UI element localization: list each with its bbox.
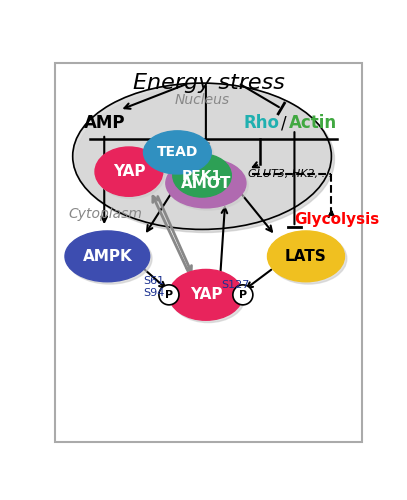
Ellipse shape [267, 231, 344, 282]
Ellipse shape [270, 233, 347, 284]
Text: Nucleus: Nucleus [175, 93, 230, 107]
Text: Rho: Rho [244, 114, 280, 132]
Ellipse shape [65, 231, 150, 282]
Ellipse shape [173, 154, 231, 197]
Text: P: P [239, 290, 247, 300]
Text: YAP: YAP [113, 164, 145, 179]
Ellipse shape [171, 272, 245, 322]
Text: Actin: Actin [289, 114, 337, 132]
Text: Cytoplasm: Cytoplasm [69, 207, 143, 221]
Text: AMOT: AMOT [181, 176, 231, 190]
Ellipse shape [73, 83, 331, 230]
Text: AMPK: AMPK [83, 249, 132, 264]
Text: PFK1: PFK1 [182, 168, 222, 182]
Ellipse shape [97, 150, 165, 198]
Ellipse shape [144, 131, 211, 174]
Text: GLUT3, HK2, ...: GLUT3, HK2, ... [248, 169, 333, 179]
Text: P: P [165, 290, 173, 300]
Text: Glycolysis: Glycolysis [294, 212, 379, 227]
Text: TEAD: TEAD [157, 146, 198, 160]
FancyBboxPatch shape [55, 63, 362, 442]
Text: /: / [281, 114, 287, 132]
Text: YAP: YAP [190, 288, 222, 302]
Text: AMP: AMP [83, 114, 125, 132]
Text: S127: S127 [221, 280, 249, 290]
Text: Energy stress: Energy stress [133, 73, 284, 93]
Ellipse shape [168, 161, 248, 210]
Ellipse shape [95, 147, 163, 196]
Text: LATS: LATS [285, 249, 327, 264]
Circle shape [233, 285, 253, 305]
Circle shape [159, 285, 179, 305]
Ellipse shape [76, 86, 335, 233]
Text: S61
S94: S61 S94 [144, 276, 165, 298]
Ellipse shape [146, 133, 214, 176]
Ellipse shape [166, 158, 246, 208]
Ellipse shape [175, 156, 234, 200]
Ellipse shape [169, 270, 243, 320]
Ellipse shape [67, 233, 152, 284]
